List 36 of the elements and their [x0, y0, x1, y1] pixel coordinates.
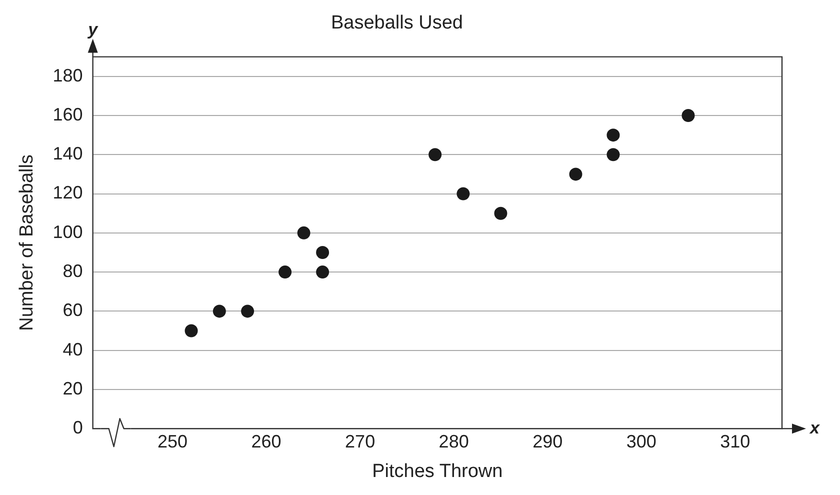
point	[212, 304, 226, 318]
point	[241, 304, 254, 318]
x-tick-label: 290	[532, 431, 563, 452]
y-tick-label: 80	[62, 261, 83, 282]
y-tick-label: 20	[62, 378, 83, 398]
point	[316, 246, 330, 259]
point	[494, 206, 508, 220]
point	[569, 168, 582, 181]
y-tick-label: 40	[62, 339, 83, 360]
chart-title: Baseballs Used	[330, 12, 464, 34]
y-tick-label: 140	[52, 144, 83, 164]
point	[606, 148, 620, 162]
point	[297, 226, 310, 240]
x-tick-label: 250	[158, 431, 188, 452]
x-tick-label: 260	[251, 431, 282, 452]
point	[184, 324, 198, 338]
point	[278, 266, 292, 279]
x-tick-label: 300	[626, 431, 656, 452]
point	[682, 109, 695, 122]
x-tick-label: 270	[345, 431, 376, 452]
point	[606, 128, 620, 142]
y-tick-label: 120	[52, 182, 83, 203]
text: y	[87, 20, 100, 39]
y-tick-label: 180	[52, 65, 83, 86]
point	[428, 148, 442, 162]
x-axis-title: Pitches Thrown	[372, 460, 503, 482]
y-tick-label: 60	[62, 300, 83, 320]
text: x	[809, 418, 821, 438]
x-tick-label: 310	[720, 431, 750, 452]
point	[456, 187, 470, 200]
y-axis-title: Number of Baseballs	[16, 154, 38, 331]
y-tick-label: 0	[72, 418, 83, 438]
x-tick-label: 280	[438, 431, 469, 452]
point	[316, 266, 330, 279]
y-tick-label: 100	[52, 222, 83, 242]
y-tick-label: 160	[52, 104, 83, 124]
